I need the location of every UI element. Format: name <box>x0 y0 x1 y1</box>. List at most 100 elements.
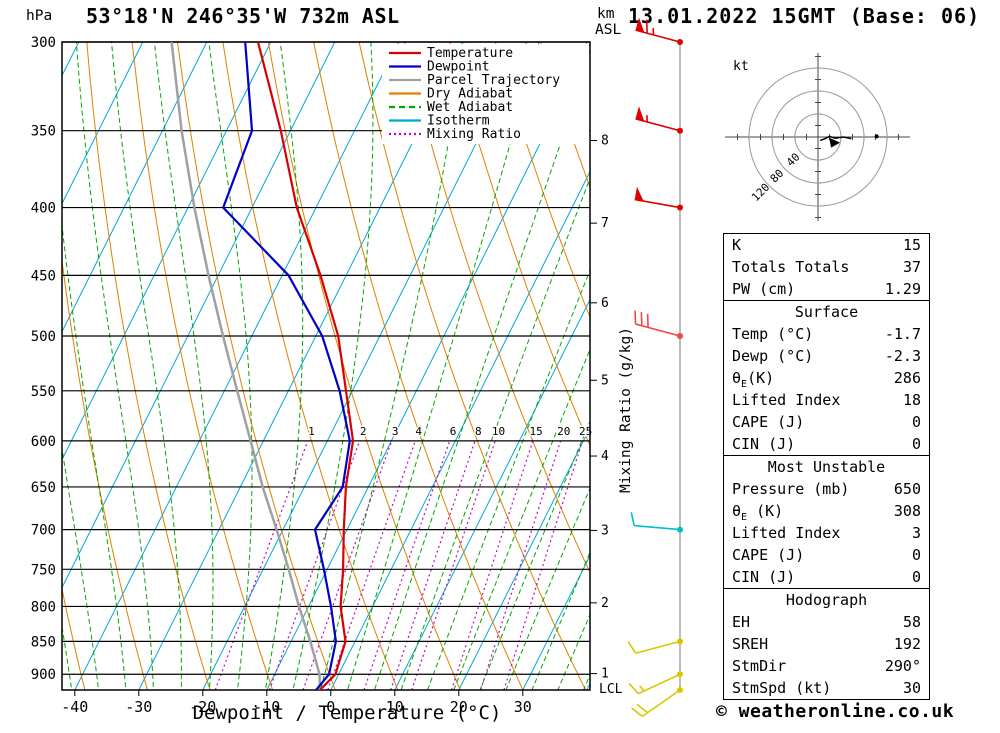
mixing-ratio-line <box>503 440 584 691</box>
hodograph-trace <box>820 135 852 142</box>
index-value: 0 <box>911 546 921 564</box>
temp-tick-label: -40 <box>61 698 88 716</box>
isotherm-line <box>62 42 208 333</box>
parcel-trajectory-curve <box>170 42 322 690</box>
mixing-ratio-line <box>327 440 416 691</box>
indices-table: K 15 Totals Totals 37 PW (cm) 1.29 Surface Temp… <box>723 233 930 700</box>
dry-adiabat-line <box>62 586 86 690</box>
index-row: StmSpd (kt) 30 <box>724 677 929 699</box>
profile-curves <box>170 42 355 690</box>
index-value: 37 <box>902 258 921 276</box>
wet-adiabat-line <box>62 623 73 690</box>
index-row: θE(K) 286 <box>724 367 929 390</box>
index-row: CAPE (J) 0 <box>724 544 929 566</box>
pressure-tick-label: 350 <box>31 124 56 140</box>
indices-section: Hodograph EH 58 SREH 192 StmDir 290° StmSpd (kt… <box>723 588 930 700</box>
hodograph-ring-label: 120 <box>749 181 772 204</box>
mixing-ratio-line <box>363 440 451 691</box>
index-row: PW (cm) 1.29 <box>724 278 929 300</box>
mixing-ratio-label: 3 <box>392 425 399 438</box>
km-tick-label: 5 <box>601 373 609 388</box>
index-label: EH <box>732 613 751 631</box>
mixing-ratio-label: 1 <box>308 425 315 438</box>
wet-adiabat-line <box>427 269 590 690</box>
index-row: θE (K) 308 <box>724 500 929 523</box>
temp-tick-label: 10 <box>386 698 404 716</box>
mixing-ratio-lines: 1 2 3 4 6 8 10 15 20 25 <box>214 424 594 691</box>
index-label: K <box>732 236 742 254</box>
copyright: © weatheronline.co.uk <box>716 701 955 722</box>
temp-tick-label: 0 <box>326 698 335 716</box>
isotherm-line <box>458 426 590 690</box>
section-title: Hodograph <box>785 591 868 609</box>
km-tick-label: 3 <box>601 523 609 538</box>
legend-label: Isotherm <box>427 114 490 129</box>
wet-adiabat-line <box>347 42 540 690</box>
index-row: Pressure (mb) 650 <box>724 478 929 500</box>
index-value: 286 <box>893 369 921 387</box>
wind-barb-column <box>627 17 683 718</box>
index-value: -2.3 <box>884 347 921 365</box>
index-value: 18 <box>902 391 921 409</box>
isotherm-line <box>62 42 272 461</box>
legend-label: Wet Adiabat <box>427 100 513 115</box>
index-value: 650 <box>893 480 921 498</box>
index-value: 3 <box>911 524 921 542</box>
pressure-grid: 300 350 400 450 500 550 600 650 700 750 800 850 900 <box>31 35 590 683</box>
index-row: CIN (J) 0 <box>724 433 929 455</box>
mixing-ratio-label: 20 <box>557 425 570 438</box>
index-row: Lifted Index 3 <box>724 522 929 544</box>
hodograph-ring-label: 40 <box>784 151 803 170</box>
pressure-tick-label: 700 <box>31 523 56 539</box>
hodograph-ring <box>748 67 888 207</box>
hodograph-ring <box>771 90 865 184</box>
mixing-ratio-label: 2 <box>360 425 367 438</box>
storm-motion-arrow <box>829 137 841 148</box>
mixing-ratio-axis-label: Mixing Ratio (g/kg) <box>618 327 634 493</box>
wet-adiabat-line <box>62 220 127 690</box>
mixing-ratio-label: 10 <box>492 425 505 438</box>
index-row: K 15 <box>724 234 929 256</box>
wind-barb-flag <box>634 186 644 202</box>
indices-section: Most Unstable Pressure (mb) 650 θE (K) 308 Li… <box>723 455 930 589</box>
legend-label: Dry Adiabat <box>427 87 513 102</box>
dry-adiabat-line <box>494 42 590 319</box>
pressure-unit-label: hPa <box>26 8 52 24</box>
index-label: CIN (J) <box>732 435 796 453</box>
wet-adiabat-line <box>400 176 590 690</box>
index-label: Totals Totals <box>732 258 850 276</box>
wind-barb-staff <box>637 673 681 695</box>
wind-barb-staff <box>641 689 681 718</box>
index-value: -1.7 <box>884 325 921 343</box>
wind-barb-full <box>636 703 649 714</box>
index-label: Lifted Index <box>732 391 841 409</box>
index-row: EH 58 <box>724 611 929 633</box>
wind-barb-full <box>630 512 635 526</box>
temperature-curve <box>256 42 355 690</box>
wet-adiabat-line <box>0 42 1 733</box>
km-axis: 8 7 6 5 4 3 2 1 <box>590 133 609 682</box>
index-label: Lifted Index <box>732 524 841 542</box>
legend-label: Parcel Trajectory <box>427 73 560 88</box>
generated-chart-layers: 1 2 3 4 6 8 10 15 20 2530035040045050055060065070… <box>0 17 910 733</box>
temp-tick-label: -30 <box>125 698 152 716</box>
index-label: SREH <box>732 635 769 653</box>
index-row: StmDir 290° <box>724 655 929 677</box>
index-label: PW (cm) <box>732 280 796 298</box>
temp-tick-label: -20 <box>189 698 216 716</box>
legend-label: Dewpoint <box>427 60 490 75</box>
mixing-ratio-label: 4 <box>415 425 422 438</box>
dry-adiabat-line <box>358 42 587 690</box>
hodograph-unit-label: kt <box>733 59 749 74</box>
index-value: 58 <box>902 613 921 631</box>
wet-adiabat-line <box>292 42 374 690</box>
pressure-tick-label: 300 <box>31 35 56 51</box>
index-value: 192 <box>893 635 921 653</box>
km-tick-label: 1 <box>601 667 609 682</box>
mixing-ratio-line <box>390 440 476 691</box>
mixing-ratio-label: 6 <box>450 425 457 438</box>
wet-adiabat-line <box>75 42 154 690</box>
plot-frame <box>61 41 591 691</box>
